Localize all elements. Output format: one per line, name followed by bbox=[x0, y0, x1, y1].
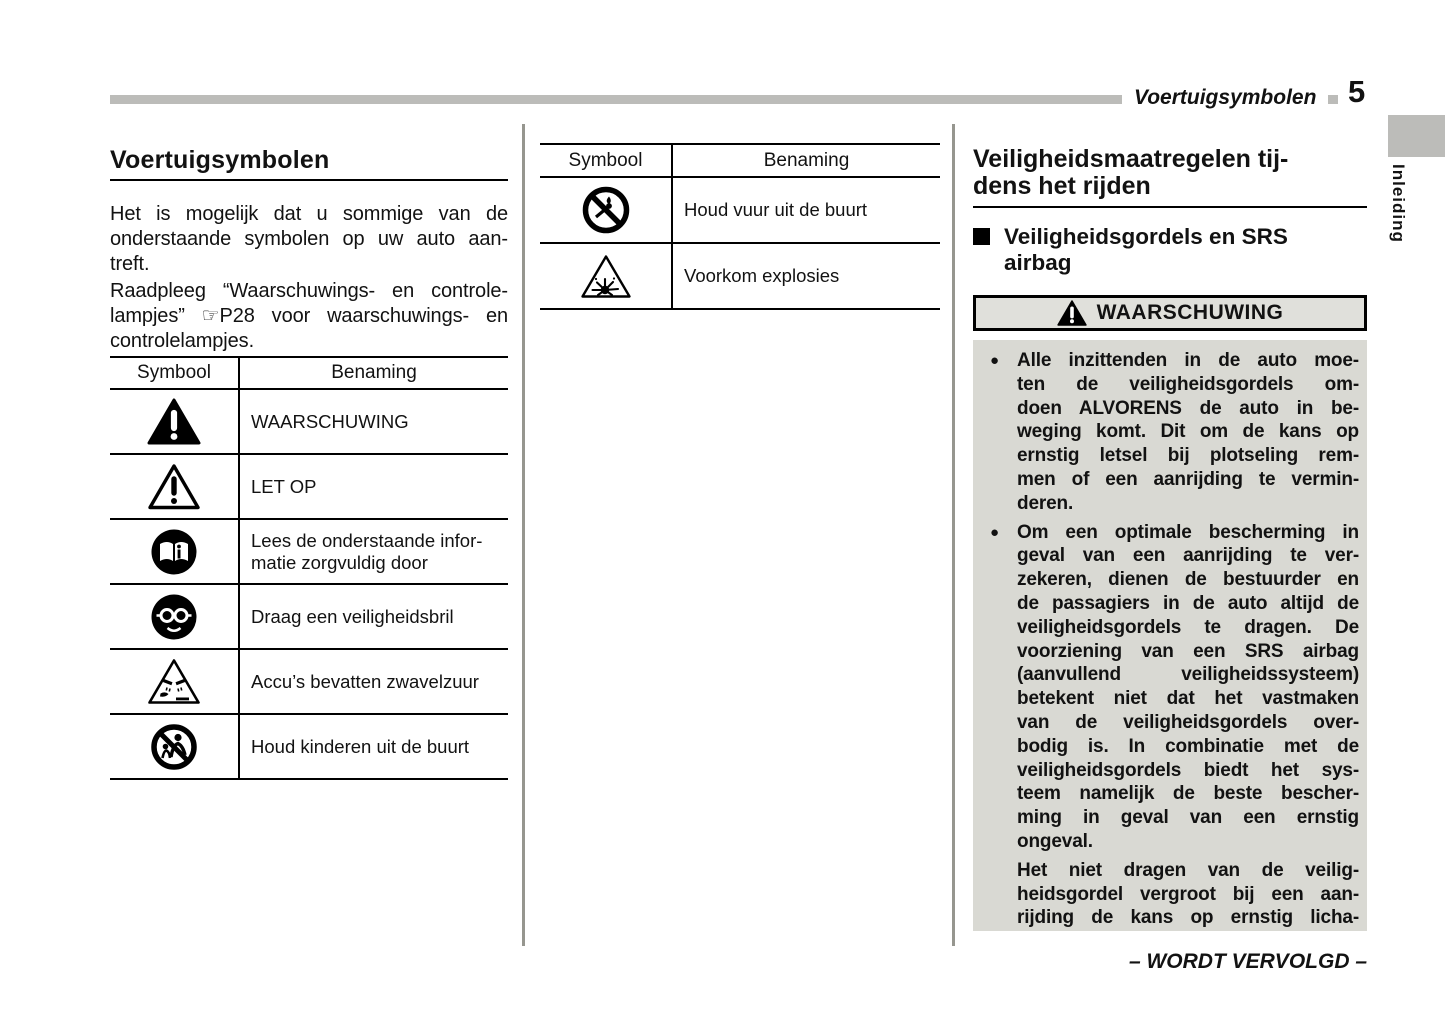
column-separator bbox=[952, 124, 955, 946]
warning-bullet-text: Om een optimale bescherming in geval van… bbox=[1017, 521, 1359, 852]
warning-bullet-text: Alle inzittenden in de auto moe- ten de … bbox=[1017, 350, 1359, 514]
bullet-spacer bbox=[988, 859, 1017, 930]
benaming-cell: Houd kinderen uit de buurt bbox=[251, 735, 470, 757]
read-information-icon bbox=[151, 529, 197, 575]
caution-outline-triangle-icon bbox=[147, 463, 201, 510]
table-row: Houd vuur uit de buurt bbox=[540, 178, 940, 244]
symbol-table: Symbool Benaming Houd vuur uit de buurt … bbox=[540, 143, 940, 310]
middle-column: Symbool Benaming Houd vuur uit de buurt … bbox=[540, 141, 940, 310]
warning-paragraph-item: Het niet dragen van de veilig- heidsgord… bbox=[988, 859, 1359, 930]
benaming-cell: Accu’s bevatten zwavelzuur bbox=[251, 670, 479, 692]
corrosive-acid-icon bbox=[147, 658, 201, 705]
warning-filled-triangle-icon bbox=[1056, 300, 1087, 326]
table-row: Houd kinderen uit de buurt bbox=[110, 715, 508, 778]
warning-filled-triangle-icon bbox=[147, 398, 201, 445]
benaming-cell: Lees de onderstaande infor- matie zorgvu… bbox=[251, 529, 483, 573]
page-number: 5 bbox=[1348, 74, 1366, 109]
section-title: Veiligheidsmaatregelen tij- dens het rij… bbox=[973, 146, 1367, 208]
symbol-cell bbox=[110, 715, 240, 778]
keep-children-away-icon bbox=[151, 723, 197, 770]
section-title: Voertuigsymbolen bbox=[110, 146, 508, 181]
table-row: Lees de onderstaande infor- matie zorgvu… bbox=[110, 520, 508, 585]
symbol-cell bbox=[110, 390, 240, 453]
symbol-column-header: Symbool bbox=[540, 145, 673, 176]
table-row: WAARSCHUWING bbox=[110, 390, 508, 455]
table-header-row: Symbool Benaming bbox=[540, 145, 940, 178]
symbol-cell bbox=[110, 650, 240, 713]
symbol-cell bbox=[110, 585, 240, 648]
benaming-cell: Voorkom explosies bbox=[684, 265, 840, 286]
header-rule bbox=[110, 95, 1338, 104]
safety-goggles-icon bbox=[151, 594, 197, 640]
benaming-cell: Draag een veiligheidsbril bbox=[251, 605, 454, 627]
table-row: Accu’s bevatten zwavelzuur bbox=[110, 650, 508, 715]
benaming-cell: Houd vuur uit de buurt bbox=[684, 199, 868, 220]
table-row: Voorkom explosies bbox=[540, 244, 940, 308]
symbol-cell bbox=[110, 455, 240, 518]
table-row: LET OP bbox=[110, 455, 508, 520]
warning-banner: WAARSCHUWING bbox=[973, 295, 1367, 331]
bullet-dot-icon: ● bbox=[990, 352, 1000, 369]
symbol-table: Symbool Benaming WAARSCHUWING LET OP bbox=[110, 356, 508, 780]
subsection-heading-label: Veiligheidsgordels en SRS airbag bbox=[1004, 224, 1288, 275]
warning-content-panel: ● Alle inzittenden in de auto moe- ten d… bbox=[973, 340, 1367, 931]
warning-banner-title: WAARSCHUWING bbox=[1096, 301, 1284, 324]
benaming-column-header: Benaming bbox=[763, 149, 850, 171]
black-square-bullet-icon bbox=[973, 228, 990, 245]
bullet-dot-icon: ● bbox=[990, 523, 1000, 541]
explosion-hazard-icon bbox=[580, 254, 632, 299]
benaming-column-header: Benaming bbox=[331, 362, 417, 383]
table-row: Draag een veiligheidsbril bbox=[110, 585, 508, 650]
warning-bullet-item: ● Om een optimale bescherming in geval v… bbox=[988, 521, 1359, 854]
intro-paragraph: Het is mogelijk dat u sommige van de ond… bbox=[110, 203, 508, 275]
chapter-tab-marker bbox=[1388, 115, 1445, 157]
column-separator bbox=[522, 124, 525, 946]
subsection-heading: Veiligheidsgordels en SRS airbag bbox=[973, 224, 1367, 276]
left-column: Voertuigsymbolen Het is mogelijk dat u s… bbox=[110, 146, 508, 780]
symbol-cell bbox=[540, 244, 673, 308]
benaming-cell: LET OP bbox=[251, 475, 317, 497]
chapter-tab-label: Inleiding bbox=[1389, 164, 1408, 243]
running-header-title: Voertuigsymbolen bbox=[1122, 84, 1329, 111]
symbol-cell bbox=[540, 178, 673, 242]
benaming-cell: WAARSCHUWING bbox=[251, 410, 409, 432]
continued-notice: – WORDT VERVOLGD – bbox=[1128, 950, 1367, 973]
symbol-cell bbox=[110, 520, 240, 583]
warning-bullet-item: ● Alle inzittenden in de auto moe- ten d… bbox=[988, 349, 1359, 516]
no-open-flames-icon bbox=[582, 186, 630, 234]
reference-paragraph: Raadpleeg “Waarschuwings- en controle- l… bbox=[110, 280, 508, 352]
symbol-column-header: Symbool bbox=[110, 358, 240, 388]
warning-paragraph-text: Het niet dragen van de veilig- heidsgord… bbox=[1017, 859, 1359, 929]
table-header-row: Symbool Benaming bbox=[110, 358, 508, 390]
right-column: Veiligheidsmaatregelen tij- dens het rij… bbox=[973, 146, 1367, 974]
